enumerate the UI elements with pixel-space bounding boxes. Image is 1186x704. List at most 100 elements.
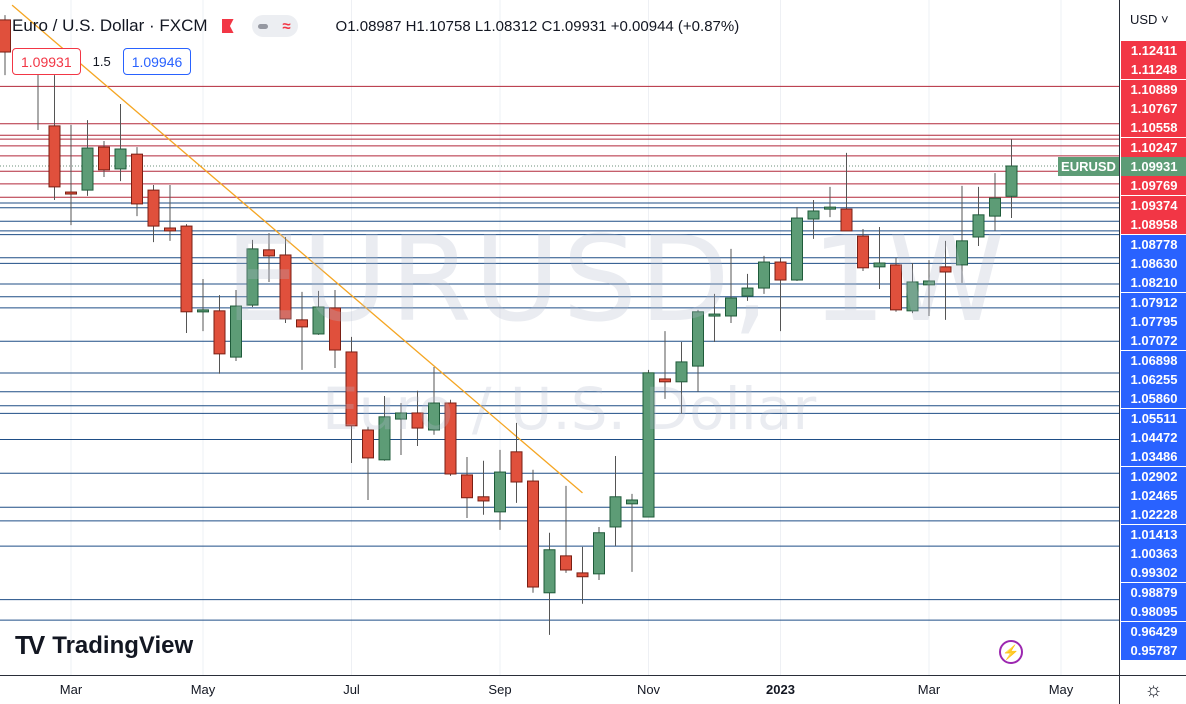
candle-up xyxy=(428,367,440,435)
time-axis[interactable]: Mar May Jul Sep Nov 2023 Mar May xyxy=(0,675,1119,704)
candle-body xyxy=(725,297,737,317)
candle-down xyxy=(774,257,787,332)
tradingview-logo[interactable]: TV TradingView xyxy=(15,630,193,661)
candle-up xyxy=(956,185,968,283)
candle-down xyxy=(164,184,176,241)
candle-down xyxy=(296,291,308,370)
approx-icon[interactable]: ≈ xyxy=(282,17,291,35)
candle-body xyxy=(378,416,391,461)
lightning-icon[interactable]: ⚡ xyxy=(999,640,1023,664)
candle-up xyxy=(543,532,556,635)
time-tick-label: 2023 xyxy=(766,682,795,697)
candle-down xyxy=(890,257,902,312)
candle-body xyxy=(296,319,308,328)
support-price-label: 1.08210 xyxy=(1121,273,1186,293)
candle-body xyxy=(659,378,671,383)
candle-down xyxy=(98,140,110,177)
candle-up xyxy=(1005,139,1018,218)
candle-body xyxy=(576,572,589,578)
candle-body xyxy=(48,125,61,188)
candle-down xyxy=(65,124,77,226)
candle-body xyxy=(213,310,226,355)
candle-down xyxy=(659,331,671,399)
candle-body xyxy=(197,309,209,313)
candle-body xyxy=(461,474,473,499)
symbol-title[interactable]: Euro / U.S. Dollar · FXCM xyxy=(12,16,208,35)
candle-body xyxy=(362,429,374,459)
candle-body xyxy=(345,351,358,427)
candle-up xyxy=(593,526,605,580)
candle-down xyxy=(180,224,193,334)
candle-up xyxy=(642,369,655,518)
candle-body xyxy=(1005,165,1018,197)
resistance-price-label: 1.10558 xyxy=(1121,118,1186,138)
candle-body xyxy=(279,254,292,320)
candle-down xyxy=(444,399,457,476)
support-price-label: 1.00363 xyxy=(1121,544,1186,564)
horizontal-levels xyxy=(0,85,1119,621)
candle-up xyxy=(873,227,886,290)
candle-body xyxy=(65,191,77,195)
candle-body xyxy=(98,146,110,171)
buy-button[interactable]: 1.09946 xyxy=(122,48,192,75)
candle-up xyxy=(725,248,737,324)
time-tick-label: Mar xyxy=(59,682,83,697)
candle-up xyxy=(791,207,803,281)
candle-up xyxy=(395,403,407,456)
candle-up xyxy=(246,239,259,307)
quote-buttons: 1.09931 1.5 1.09946 xyxy=(12,48,192,75)
candle-down xyxy=(0,15,11,76)
minus-icon[interactable] xyxy=(258,23,269,29)
candle-body xyxy=(840,208,853,232)
candle-up xyxy=(989,173,1001,231)
candle-body xyxy=(873,262,886,268)
currency-selector[interactable]: USD ˅ xyxy=(1130,12,1169,27)
sell-button[interactable]: 1.09931 xyxy=(12,48,81,75)
candle-body xyxy=(428,402,440,431)
candle-body xyxy=(543,549,556,594)
candle-body xyxy=(510,451,523,483)
candle-up xyxy=(972,186,985,246)
symbol-price-tag: EURUSD xyxy=(1058,157,1119,176)
candle-up xyxy=(230,289,242,361)
candle-body xyxy=(890,264,902,311)
candlestick-chart[interactable] xyxy=(0,0,1119,675)
support-price-label: 1.06898 xyxy=(1121,350,1186,370)
candle-down xyxy=(461,456,473,518)
resistance-price-label: 1.09374 xyxy=(1121,195,1186,215)
candle-up xyxy=(741,273,754,301)
candle-down xyxy=(131,147,143,217)
resistance-price-label: 1.08958 xyxy=(1121,215,1186,235)
candle-body xyxy=(708,313,721,317)
candle-body xyxy=(230,305,242,358)
candle-body xyxy=(989,197,1001,217)
candle-body xyxy=(593,532,605,575)
ohlc-values: O1.08987 H1.10758 L1.08312 C1.09931 +0.0… xyxy=(335,17,740,35)
candle-down xyxy=(279,236,292,324)
flag-icon[interactable] xyxy=(221,19,234,33)
candle-body xyxy=(774,261,787,281)
candle-body xyxy=(906,281,919,312)
candle-body xyxy=(609,496,622,528)
tradingview-mark-icon: TV xyxy=(15,630,45,660)
time-tick-label: Mar xyxy=(917,682,941,697)
price-axis[interactable]: USD ˅ 1.12411 1.11248 1.10889 1.10767 1.1055… xyxy=(1119,0,1186,675)
candle-body xyxy=(246,248,259,306)
candle-up xyxy=(708,293,721,342)
settings-icon[interactable]: ☼ xyxy=(1119,675,1186,704)
candle-down xyxy=(362,426,374,500)
candle-up xyxy=(81,120,94,196)
candle-up xyxy=(494,449,506,530)
candle-up xyxy=(609,455,622,546)
candle-body xyxy=(494,471,506,513)
candle-body xyxy=(560,555,572,571)
legend-toggle[interactable]: ≈ xyxy=(251,15,298,37)
support-price-label: 0.98879 xyxy=(1121,582,1186,602)
time-tick-label: May xyxy=(1048,682,1074,697)
candle-up xyxy=(675,341,688,414)
candle-down xyxy=(576,546,589,604)
candle-body xyxy=(312,306,325,335)
resistance-price-label: 1.10767 xyxy=(1121,99,1186,119)
candle-up xyxy=(692,309,704,392)
support-price-label: 1.05511 xyxy=(1121,408,1186,428)
